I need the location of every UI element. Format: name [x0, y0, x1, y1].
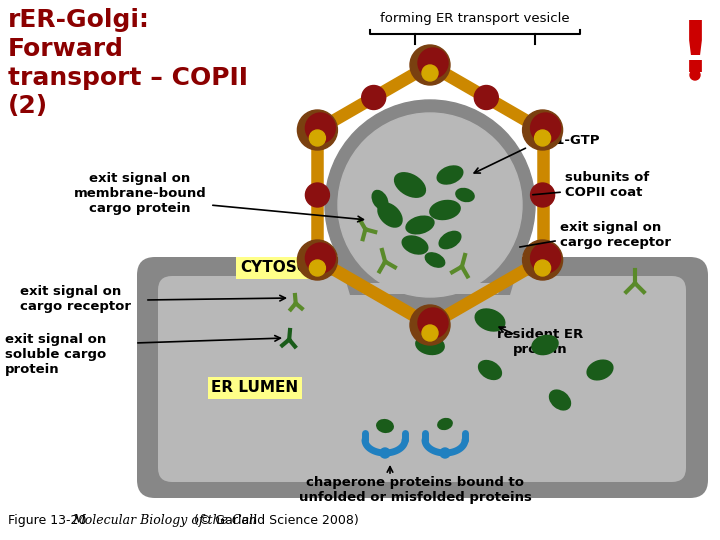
- Text: ER LUMEN: ER LUMEN: [212, 381, 299, 395]
- Circle shape: [523, 240, 562, 280]
- Ellipse shape: [394, 172, 426, 198]
- Ellipse shape: [377, 202, 402, 228]
- Ellipse shape: [425, 252, 446, 268]
- Circle shape: [297, 240, 338, 280]
- FancyBboxPatch shape: [137, 257, 708, 498]
- Ellipse shape: [372, 190, 389, 210]
- Polygon shape: [345, 278, 515, 295]
- Circle shape: [531, 183, 554, 207]
- Circle shape: [310, 130, 325, 146]
- Text: subunits of
COPII coat: subunits of COPII coat: [565, 171, 649, 199]
- Circle shape: [305, 243, 336, 273]
- Circle shape: [305, 183, 330, 207]
- Circle shape: [474, 85, 498, 110]
- Text: !: !: [678, 18, 711, 87]
- Text: Sar1-GTP: Sar1-GTP: [530, 133, 600, 146]
- Polygon shape: [358, 283, 503, 294]
- Ellipse shape: [402, 235, 428, 255]
- Circle shape: [361, 85, 386, 110]
- Ellipse shape: [405, 215, 435, 234]
- Circle shape: [531, 243, 561, 273]
- Ellipse shape: [415, 335, 445, 355]
- Ellipse shape: [376, 419, 394, 433]
- Circle shape: [305, 113, 336, 143]
- Text: Figure 13-20: Figure 13-20: [8, 514, 94, 527]
- Ellipse shape: [438, 231, 462, 249]
- Text: exit signal on
soluble cargo
protein: exit signal on soluble cargo protein: [5, 333, 107, 376]
- Text: exit signal on
membrane-bound
cargo protein: exit signal on membrane-bound cargo prot…: [73, 172, 207, 215]
- Ellipse shape: [474, 308, 505, 332]
- Circle shape: [440, 448, 450, 458]
- Circle shape: [418, 308, 448, 338]
- Text: resident ER
protein: resident ER protein: [497, 328, 583, 356]
- Circle shape: [325, 100, 535, 310]
- Ellipse shape: [586, 360, 613, 381]
- Circle shape: [690, 70, 700, 80]
- Text: exit signal on
cargo receptor: exit signal on cargo receptor: [20, 285, 131, 313]
- Text: chaperone proteins bound to
unfolded or misfolded proteins: chaperone proteins bound to unfolded or …: [299, 476, 531, 504]
- Circle shape: [410, 45, 450, 85]
- Ellipse shape: [478, 360, 502, 380]
- Text: rER-Golgi:
Forward
transport – COPII
(2): rER-Golgi: Forward transport – COPII (2): [8, 8, 248, 118]
- Ellipse shape: [549, 389, 571, 410]
- Text: exit signal on
cargo receptor: exit signal on cargo receptor: [560, 221, 671, 249]
- Circle shape: [310, 260, 325, 276]
- Ellipse shape: [429, 200, 461, 220]
- Circle shape: [418, 48, 448, 78]
- Circle shape: [338, 113, 522, 297]
- Ellipse shape: [531, 335, 559, 355]
- Text: (© Garland Science 2008): (© Garland Science 2008): [190, 514, 359, 527]
- Ellipse shape: [436, 165, 464, 185]
- Circle shape: [422, 65, 438, 81]
- Circle shape: [531, 113, 561, 143]
- Circle shape: [380, 448, 390, 458]
- Text: Molecular Biology of the Cell: Molecular Biology of the Cell: [72, 514, 257, 527]
- Circle shape: [523, 110, 562, 150]
- Ellipse shape: [455, 188, 474, 202]
- Text: forming ER transport vesicle: forming ER transport vesicle: [380, 12, 570, 25]
- FancyBboxPatch shape: [158, 276, 686, 482]
- Text: CYTOSOL: CYTOSOL: [240, 260, 320, 275]
- Circle shape: [422, 325, 438, 341]
- Circle shape: [534, 260, 551, 276]
- Ellipse shape: [437, 418, 453, 430]
- Circle shape: [297, 110, 338, 150]
- Circle shape: [534, 130, 551, 146]
- Circle shape: [410, 305, 450, 345]
